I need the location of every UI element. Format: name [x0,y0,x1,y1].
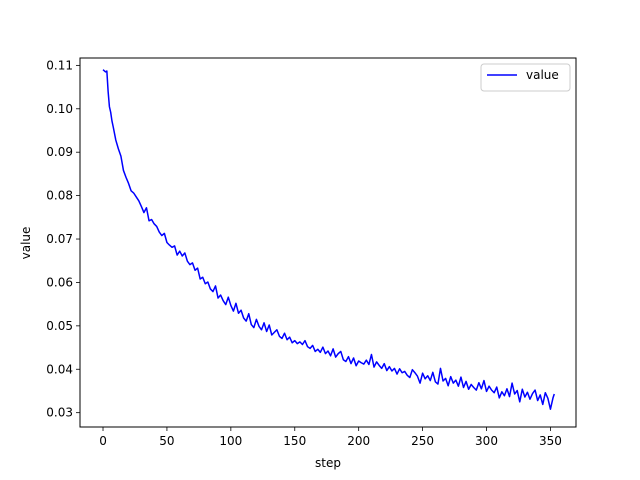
y-tick-label: 0.05 [46,319,73,333]
y-tick-label: 0.08 [46,189,73,203]
y-tick-label: 0.11 [46,58,73,72]
series-line-value [102,69,555,410]
x-tick-label: 300 [475,434,498,448]
plot-area [102,69,555,410]
y-tick-label: 0.09 [46,145,73,159]
y-tick-label: 0.10 [46,102,73,116]
y-tick-label: 0.03 [46,406,73,420]
legend-label: value [526,68,559,82]
x-tick-label: 350 [539,434,562,448]
y-axis: 0.03 0.04 0.05 0.06 0.07 0.08 0.09 0.10 0.11 [46,58,80,420]
x-tick-label: 150 [283,434,306,448]
axes-frame [79,57,577,428]
y-tick-label: 0.07 [46,232,73,246]
y-axis-label: value [19,227,33,260]
y-tick-label: 0.04 [46,362,73,376]
x-tick-label: 250 [411,434,434,448]
x-tick-label: 100 [219,434,242,448]
y-tick-label: 0.06 [46,275,73,289]
legend-frame [480,63,571,92]
x-axis: 0 50 100 150 200 250 300 350 [99,427,562,448]
x-tick-label: 200 [347,434,370,448]
legend: value [480,63,571,92]
x-tick-label: 0 [99,434,107,448]
x-tick-label: 50 [159,434,174,448]
x-axis-label: step [315,456,341,470]
